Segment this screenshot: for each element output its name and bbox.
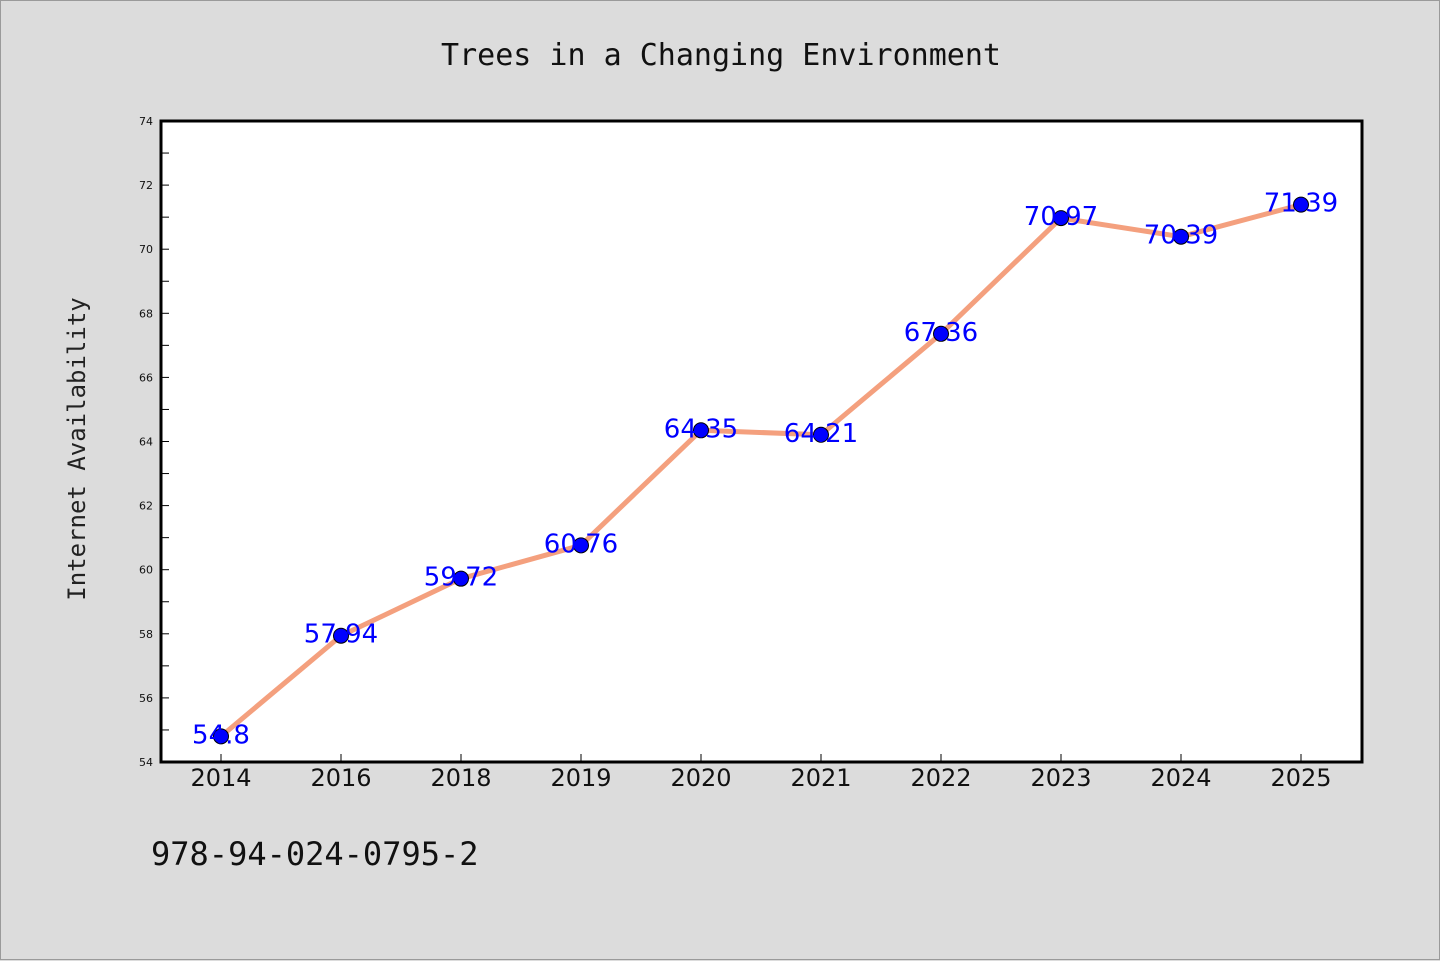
x-tick-label: 2014 xyxy=(190,764,251,792)
x-tick-label: 2016 xyxy=(310,764,371,792)
y-tick-label: 74 xyxy=(139,115,153,128)
y-tick-label: 60 xyxy=(139,564,153,577)
y-tick-label: 56 xyxy=(139,692,153,705)
data-point-marker xyxy=(213,728,229,745)
data-point-marker xyxy=(1293,196,1309,213)
y-tick-label: 70 xyxy=(139,243,153,256)
x-tick-label: 2023 xyxy=(1030,764,1091,792)
data-point-marker xyxy=(453,570,469,587)
data-label: 64.35 xyxy=(664,414,738,444)
plot-area xyxy=(159,119,1364,764)
series-group xyxy=(218,202,1304,739)
footer-identifier: 978-94-024-0795-2 xyxy=(151,835,479,873)
data-label: 70.39 xyxy=(1144,221,1218,251)
data-label: 71.39 xyxy=(1264,189,1338,219)
x-tick-label: 2019 xyxy=(550,764,611,792)
data-label: 70.97 xyxy=(1024,202,1098,232)
data-point-marker xyxy=(333,627,349,644)
data-point-marker xyxy=(1173,228,1189,245)
data-point-marker xyxy=(933,325,949,342)
marker-group xyxy=(213,196,1309,745)
data-label: 60.76 xyxy=(544,529,618,559)
x-tick-label: 2020 xyxy=(670,764,731,792)
y-tick-label: 54 xyxy=(139,756,153,769)
data-label: 59.72 xyxy=(424,563,498,593)
data-label: 67.36 xyxy=(904,318,978,348)
y-tick-label: 68 xyxy=(139,307,153,320)
x-tick-label: 2018 xyxy=(430,764,491,792)
x-tick-label: 2021 xyxy=(790,764,851,792)
data-point-marker xyxy=(573,537,589,554)
series-line xyxy=(218,202,1304,739)
x-axis: 2014 2016 2018 2019 2020 2021 2022 2023 2024 2025 xyxy=(190,754,1332,792)
data-point-marker xyxy=(813,426,829,443)
y-tick-label: 72 xyxy=(139,179,153,192)
data-point-marker xyxy=(693,422,709,439)
y-tick-label: 58 xyxy=(139,628,153,641)
data-label: 64.21 xyxy=(784,419,858,449)
y-axis: 54 56 58 60 62 64 66 68 70 72 74 xyxy=(139,115,169,769)
data-label-group: 54.8 57.94 59.72 60.76 64.35 64.21 67.36 70.97 7… xyxy=(192,189,1338,751)
y-axis-label: Internet Availability xyxy=(63,297,91,600)
y-tick-label: 64 xyxy=(139,436,153,449)
y-tick-label: 62 xyxy=(139,500,153,513)
x-tick-label: 2024 xyxy=(1150,764,1211,792)
x-tick-label: 2022 xyxy=(910,764,971,792)
chart-title: Trees in a Changing Environment xyxy=(441,38,1001,73)
data-label: 57.94 xyxy=(304,620,378,650)
y-tick-label: 66 xyxy=(139,371,153,384)
data-point-marker xyxy=(1053,210,1069,227)
x-tick-label: 2025 xyxy=(1270,764,1331,792)
data-label: 54.8 xyxy=(192,720,250,750)
